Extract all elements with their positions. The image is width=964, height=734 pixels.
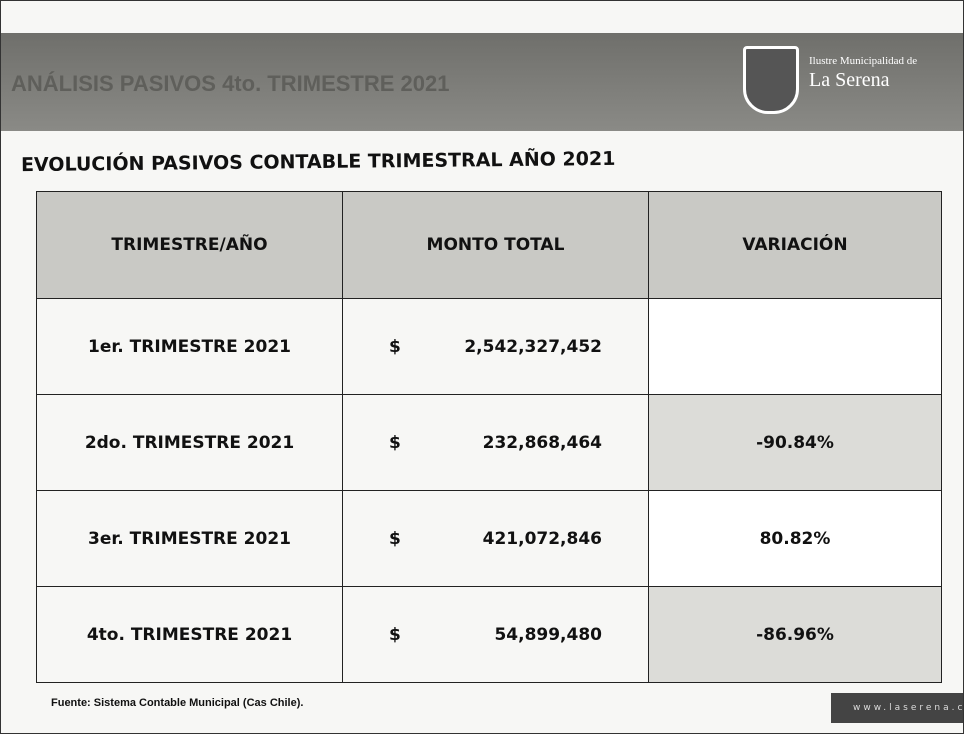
amount-cell: $232,868,464 — [342, 394, 649, 491]
column-header: VARIACIÓN — [648, 191, 942, 299]
subtitle: EVOLUCIÓN PASIVOS CONTABLE TRIMESTRAL AÑ… — [20, 147, 616, 177]
amount-cell: $54,899,480 — [342, 586, 649, 683]
variation-cell — [648, 298, 942, 395]
column-header: MONTO TOTAL — [342, 191, 649, 299]
header-title: ANÁLISIS PASIVOS 4to. TRIMESTRE 2021 — [11, 71, 450, 96]
currency: $ — [389, 624, 401, 645]
period-cell: 4to. TRIMESTRE 2021 — [36, 586, 343, 683]
variation-cell: 80.82% — [648, 490, 942, 587]
source: Fuente: Sistema Contable Municipal (Cas … — [51, 697, 304, 709]
period-cell: 1er. TRIMESTRE 2021 — [36, 298, 343, 395]
variation-cell: -90.84% — [648, 394, 942, 491]
amount: 421,072,846 — [482, 528, 602, 549]
logo — [743, 46, 799, 114]
amount: 54,899,480 — [494, 624, 602, 645]
table-row: 4to. TRIMESTRE 2021 $54,899,480 -86.96% — [36, 586, 942, 683]
header-band — [1, 33, 963, 131]
table-row: 2do. TRIMESTRE 2021 $232,868,464 -90.84% — [36, 394, 942, 491]
currency: $ — [389, 528, 401, 549]
amount-cell: $421,072,846 — [342, 490, 649, 587]
period-cell: 2do. TRIMESTRE 2021 — [36, 394, 343, 491]
variation-cell: -86.96% — [648, 586, 942, 683]
table-row: 3er. TRIMESTRE 2021 $421,072,846 80.82% — [36, 490, 942, 587]
logo-text: Ilustre Municipalidad de — [809, 55, 918, 67]
amount: 232,868,464 — [482, 432, 602, 453]
table: TRIMESTRE/AÑO MONTO TOTAL VARIACIÓN 1er. TR… — [36, 191, 942, 683]
column-header: TRIMESTRE/AÑO — [36, 191, 343, 299]
header-row: TRIMESTRE/AÑO MONTO TOTAL VARIACIÓN — [36, 191, 942, 299]
amount-cell: $2,542,327,452 — [342, 298, 649, 395]
logo-text: La Serena — [809, 69, 890, 91]
amount: 2,542,327,452 — [464, 336, 602, 357]
period-cell: 3er. TRIMESTRE 2021 — [36, 490, 343, 587]
currency: $ — [389, 432, 401, 453]
currency: $ — [389, 336, 401, 357]
footer: www.laserena.c — [831, 693, 963, 723]
table-row: 1er. TRIMESTRE 2021 $2,542,327,452 — [36, 298, 942, 395]
